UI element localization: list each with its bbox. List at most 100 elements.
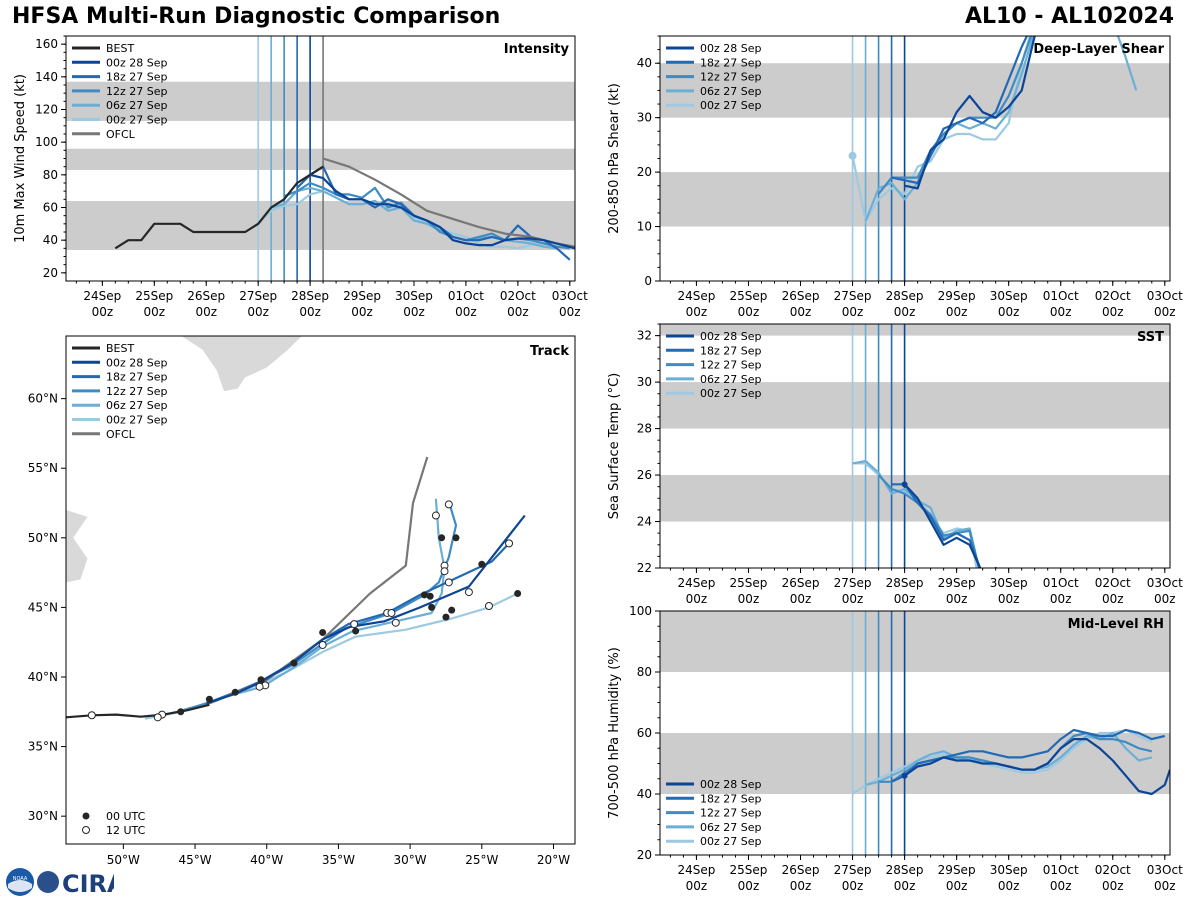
plot-frame [65, 335, 576, 845]
series-line-06z-27-sep-tail [1116, 36, 1138, 91]
legend-label-06z-27-sep: 06z 27 Sep [106, 399, 168, 412]
x-tick-label: 00z [686, 879, 708, 893]
x-tick-label: 20°W [537, 853, 570, 867]
legend-label-12z-27-sep: 12z 27 Sep [700, 71, 762, 84]
y-tick-label: 40 [637, 56, 652, 70]
x-tick-label: 00z [1154, 592, 1176, 606]
x-tick-label: 03Oct [1147, 576, 1183, 590]
x-tick-label: 00z [1154, 879, 1176, 893]
y-tick-label: 28 [637, 422, 652, 436]
x-tick-label: 00z [195, 305, 217, 319]
x-tick-label: 25°W [465, 853, 498, 867]
x-tick-label: 40°W [250, 853, 283, 867]
x-tick-label: 25Sep [135, 289, 173, 303]
series-line-best [114, 165, 324, 250]
x-tick-label: 29Sep [343, 289, 381, 303]
legend-label-12z-27-sep: 12z 27 Sep [700, 807, 762, 820]
x-tick-label: 27Sep [834, 863, 872, 877]
y-tick-label: 50°N [28, 531, 58, 545]
track-line-best [66, 703, 210, 719]
y-tick-label: 20 [43, 266, 58, 280]
x-tick-label: 00z [998, 305, 1020, 319]
x-tick-label: 00z [247, 305, 269, 319]
y-tick-label: 32 [637, 329, 652, 343]
track-point-12utc [431, 511, 440, 520]
x-tick-label: 30Sep [990, 863, 1028, 877]
x-tick-label: 00z [686, 592, 708, 606]
legend-label-06z-27-sep: 06z 27 Sep [700, 85, 762, 98]
x-tick-label: 03Oct [1147, 289, 1183, 303]
track-point-12utc [444, 578, 453, 587]
plot-area [660, 36, 1170, 281]
y-tick-label: 30 [637, 111, 652, 125]
track-point-12utc [391, 618, 400, 627]
y-tick-label: 120 [35, 103, 58, 117]
y-tick-label: 35°N [28, 740, 58, 754]
x-tick-label: 00z [894, 592, 916, 606]
track-point-00utc [478, 560, 486, 568]
x-tick-label: 24Sep [677, 863, 715, 877]
legend-label-06z-27-sep: 06z 27 Sep [700, 821, 762, 834]
x-tick-label: 00z [1050, 879, 1072, 893]
x-tick-label: 30Sep [395, 289, 433, 303]
threshold-band [660, 324, 1170, 336]
globe-icon [37, 871, 59, 893]
legend-label-00z-27-sep: 00z 27 Sep [700, 835, 762, 848]
y-tick-label: 80 [637, 665, 652, 679]
track-point-12utc [350, 620, 359, 629]
x-tick-label: 28Sep [886, 863, 924, 877]
track-point-00utc [428, 603, 436, 611]
legend-label-00z-28-sep: 00z 28 Sep [106, 56, 168, 69]
threshold-band [66, 148, 575, 170]
legend-label-18z-27-sep: 18z 27 Sep [700, 792, 762, 805]
series-line-00z-28-sep [903, 737, 1170, 796]
track-point-00utc [257, 676, 265, 684]
track-point-00utc [442, 613, 450, 621]
legend-label-12z-27-sep: 12z 27 Sep [700, 359, 762, 372]
x-tick-label: 00z [1102, 305, 1124, 319]
x-tick-label: 00z [351, 305, 373, 319]
y-tick-label: 60°N [28, 392, 58, 406]
legend-label-06z-27-sep: 06z 27 Sep [106, 99, 168, 112]
y-axis-label: 700-500 hPa Humidity (%) [607, 647, 622, 819]
x-tick-label: 03Oct [552, 289, 588, 303]
y-tick-label: 0 [644, 274, 652, 288]
track-point-00utc [420, 591, 428, 599]
threshold-band [660, 63, 1170, 118]
y-tick-label: 20 [637, 848, 652, 862]
x-tick-label: 45°W [178, 853, 211, 867]
y-tick-label: 26 [637, 468, 652, 482]
series-line-00z-27-sep [851, 728, 1153, 795]
y-tick-label: 40 [43, 233, 58, 247]
plot-frame [659, 323, 1171, 569]
x-tick-label: 00z [92, 305, 114, 319]
legend-label-12z-27-sep: 12z 27 Sep [106, 385, 168, 398]
x-tick-label: 00z [842, 305, 864, 319]
track-line-00z-27-sep [144, 592, 519, 720]
cira-logo-text: CIRA [62, 870, 114, 898]
series-line-18z-27-sep [891, 36, 1029, 185]
legend-label-18z-27-sep: 18z 27 Sep [700, 56, 762, 69]
y-tick-label: 30°N [28, 809, 58, 823]
x-tick-label: 26Sep [782, 289, 820, 303]
x-tick-label: 29Sep [938, 289, 976, 303]
x-tick-label: 29Sep [938, 576, 976, 590]
x-tick-label: 00z [1102, 879, 1124, 893]
x-tick-label: 35°W [322, 853, 355, 867]
x-tick-label: 00z [455, 305, 477, 319]
track-point-12utc [387, 608, 396, 617]
legend-label-12z-27-sep: 12z 27 Sep [106, 85, 168, 98]
legend-label-00z-28-sep: 00z 28 Sep [700, 330, 762, 343]
panel-shear: 0 10 20 30 40 24Sep 00z 25Sep 00z 26Sep 00z 27Sep 00… [607, 35, 1183, 319]
panel-title: Mid-Level RH [1068, 617, 1164, 632]
x-tick-label: 00z [946, 879, 968, 893]
x-tick-label: 25Sep [730, 576, 768, 590]
legend-label-best: BEST [106, 342, 134, 355]
x-tick-label: 26Sep [782, 576, 820, 590]
legend-label-18z-27-sep: 18z 27 Sep [106, 71, 168, 84]
legend-label-ofcl: OFCL [106, 128, 136, 141]
series-start-dot [848, 151, 857, 160]
series-line-00z-28-sep [309, 173, 575, 250]
legend-marker-12utc [82, 826, 90, 834]
